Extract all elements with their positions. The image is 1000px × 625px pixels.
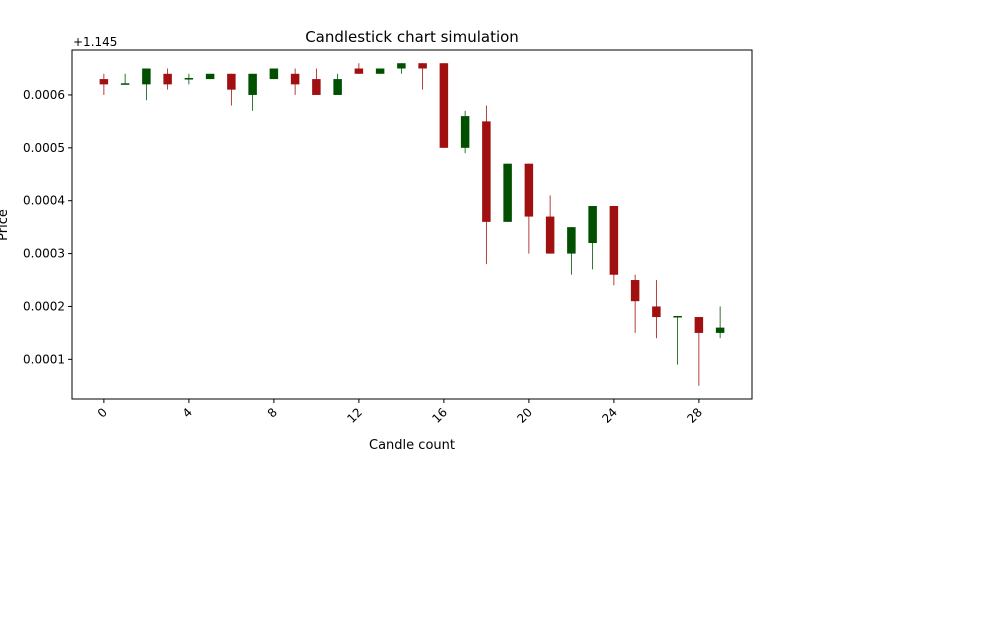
candle-body-7 xyxy=(248,73,257,95)
candle-body-25 xyxy=(630,280,640,302)
candle-body-3 xyxy=(163,73,172,85)
y-tick-label-2: 0.0003 xyxy=(23,247,65,261)
candle-body-22 xyxy=(567,227,576,254)
candle-body-21 xyxy=(545,216,555,254)
candle-body-18 xyxy=(482,121,491,222)
candle-body-0 xyxy=(99,79,109,85)
y-tick-label-4: 0.0005 xyxy=(23,141,65,155)
candle-body-5 xyxy=(205,73,215,80)
plot-frame xyxy=(71,49,753,400)
x-tick-label-6: 24 xyxy=(599,405,620,426)
candle-body-19 xyxy=(503,163,512,222)
candle-body-23 xyxy=(588,205,597,244)
x-axis-ticks: 0 4 8 12 16 20 24 28 xyxy=(95,399,705,426)
candle-body-2 xyxy=(142,68,151,85)
x-tick-label-7: 28 xyxy=(684,405,705,426)
candle-body-26 xyxy=(652,306,661,318)
y-tick-label-3: 0.0004 xyxy=(23,194,65,208)
candles-layer xyxy=(99,63,725,386)
candle-body-24 xyxy=(609,205,619,275)
x-tick-label-3: 12 xyxy=(344,405,365,426)
x-axis-label: Candle count xyxy=(369,438,455,453)
candle-body-10 xyxy=(312,79,321,95)
candle-body-13 xyxy=(375,68,385,74)
x-tick-label-1: 4 xyxy=(180,405,195,420)
candle-body-11 xyxy=(333,79,342,95)
candle-body-14 xyxy=(397,63,406,69)
candle-body-17 xyxy=(460,116,470,148)
y-axis-label: Price xyxy=(0,209,11,241)
y-tick-label-5: 0.0006 xyxy=(23,88,65,102)
candle-body-29 xyxy=(715,327,725,333)
candle-body-8 xyxy=(269,68,279,80)
x-tick-label-0: 0 xyxy=(95,405,110,420)
candle-body-16 xyxy=(439,63,449,148)
chart-title: Candlestick chart simulation xyxy=(305,28,519,46)
y-tick-label-1: 0.0002 xyxy=(23,299,65,313)
candle-body-4 xyxy=(184,78,194,80)
candle-body-12 xyxy=(354,68,364,74)
candle-body-6 xyxy=(227,73,236,90)
y-offset-label: +1.145 xyxy=(73,35,117,49)
x-tick-label-4: 16 xyxy=(429,405,450,426)
candle-body-9 xyxy=(290,73,300,85)
candle-body-1 xyxy=(120,83,130,85)
candle-body-28 xyxy=(694,317,704,333)
candle-body-20 xyxy=(524,163,534,217)
x-tick-label-2: 8 xyxy=(265,405,280,420)
y-tick-label-0: 0.0001 xyxy=(23,352,65,366)
candle-body-27 xyxy=(673,315,682,318)
y-axis-ticks: 0.0001 0.0002 0.0003 0.0004 0.0005 0.0006 xyxy=(23,88,72,366)
candle-body-15 xyxy=(418,63,427,69)
x-tick-label-5: 20 xyxy=(514,405,535,426)
